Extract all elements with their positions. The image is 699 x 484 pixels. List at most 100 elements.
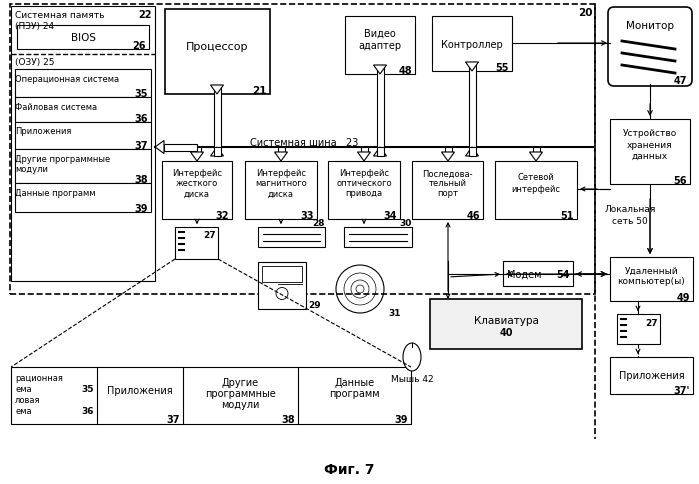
Text: компьютер(ы): компьютер(ы) xyxy=(618,277,686,286)
Text: 33: 33 xyxy=(301,211,314,221)
Text: интерфейс: интерфейс xyxy=(512,184,561,193)
Bar xyxy=(213,86,220,148)
Bar xyxy=(377,148,384,157)
Bar xyxy=(213,148,220,157)
Text: порт: порт xyxy=(437,189,458,198)
Bar xyxy=(432,17,512,72)
Text: 37: 37 xyxy=(134,141,148,151)
Text: 21: 21 xyxy=(252,86,267,96)
Text: Модем: Модем xyxy=(507,269,542,279)
Text: 32: 32 xyxy=(215,211,229,221)
Text: сеть 50: сеть 50 xyxy=(612,217,648,226)
Text: 20: 20 xyxy=(579,8,593,18)
Text: 28: 28 xyxy=(312,219,325,228)
Bar xyxy=(245,162,317,220)
Text: привода: привода xyxy=(345,189,382,198)
Polygon shape xyxy=(373,66,387,75)
Bar xyxy=(15,150,151,183)
Text: 29: 29 xyxy=(308,301,321,310)
Text: Монитор: Монитор xyxy=(626,21,674,31)
Text: 54: 54 xyxy=(556,269,570,279)
Text: 47: 47 xyxy=(674,76,687,86)
Bar xyxy=(15,70,151,98)
Text: (ОЗУ) 25: (ОЗУ) 25 xyxy=(15,58,55,66)
Text: Последова-: Последова- xyxy=(422,169,473,178)
Text: Файловая система: Файловая система xyxy=(15,102,97,111)
Bar xyxy=(162,162,232,220)
Bar xyxy=(278,148,284,152)
Text: Фиг. 7: Фиг. 7 xyxy=(324,462,375,476)
Text: Приложения: Приложения xyxy=(619,371,684,381)
Text: диска: диска xyxy=(184,189,210,198)
Bar xyxy=(361,148,368,152)
Text: 30: 30 xyxy=(400,219,412,228)
Text: оптического: оптического xyxy=(336,179,392,188)
Text: (ПЗУ) 24: (ПЗУ) 24 xyxy=(15,21,54,30)
Text: 39: 39 xyxy=(394,414,408,424)
Text: Сетевой: Сетевой xyxy=(518,173,554,182)
Text: 56: 56 xyxy=(674,176,687,186)
Text: ловая: ловая xyxy=(15,396,41,405)
Text: рационная: рационная xyxy=(15,374,63,383)
Bar xyxy=(258,262,306,309)
Text: Интерфейс: Интерфейс xyxy=(172,169,222,178)
Text: Мышь 42: Мышь 42 xyxy=(391,375,433,384)
Bar xyxy=(468,63,475,148)
Ellipse shape xyxy=(403,343,421,371)
Polygon shape xyxy=(466,63,479,72)
Text: Другие: Другие xyxy=(222,377,259,387)
Bar xyxy=(165,10,270,95)
Bar xyxy=(15,123,151,150)
Text: магнитного: магнитного xyxy=(255,179,307,188)
Polygon shape xyxy=(466,148,479,157)
Text: 51: 51 xyxy=(561,211,574,221)
Bar xyxy=(11,367,411,424)
Text: Данные: Данные xyxy=(334,377,375,387)
Text: Устройство: Устройство xyxy=(623,129,677,138)
Text: Операционная система: Операционная система xyxy=(15,75,119,83)
Text: 26: 26 xyxy=(133,41,146,51)
Bar xyxy=(468,148,475,157)
Bar xyxy=(164,144,197,151)
Bar xyxy=(445,148,452,152)
Polygon shape xyxy=(373,148,387,157)
Text: модули: модули xyxy=(15,165,48,174)
Bar xyxy=(17,26,149,50)
Text: жесткого: жесткого xyxy=(176,179,218,188)
Text: 27: 27 xyxy=(203,231,216,240)
Text: 35: 35 xyxy=(82,385,94,393)
Polygon shape xyxy=(530,152,542,162)
Text: 46: 46 xyxy=(466,211,480,221)
Text: адаптер: адаптер xyxy=(359,41,401,51)
Text: 22: 22 xyxy=(138,10,152,20)
Text: хранения: хранения xyxy=(627,140,673,149)
Bar xyxy=(262,267,302,283)
Text: 55: 55 xyxy=(496,63,509,73)
Text: Процессор: Процессор xyxy=(186,43,249,52)
Bar xyxy=(610,357,693,394)
Bar xyxy=(175,227,218,259)
Text: 37': 37' xyxy=(674,385,690,395)
Text: Данные программ: Данные программ xyxy=(15,188,96,197)
Text: программные: программные xyxy=(205,388,276,398)
Text: BIOS: BIOS xyxy=(71,33,96,43)
Bar xyxy=(11,7,155,281)
Bar xyxy=(15,183,151,212)
Bar xyxy=(10,5,595,294)
Bar xyxy=(194,148,201,152)
Text: ема: ема xyxy=(15,385,31,393)
Text: ема: ема xyxy=(15,407,31,416)
Text: Другие программные: Другие программные xyxy=(15,154,110,163)
Text: диска: диска xyxy=(268,189,294,198)
Bar xyxy=(495,162,577,220)
Text: 49: 49 xyxy=(677,292,690,302)
Text: 27: 27 xyxy=(645,318,658,327)
Bar xyxy=(533,148,540,152)
Text: 36: 36 xyxy=(82,407,94,416)
Bar xyxy=(258,227,325,247)
Bar xyxy=(328,162,400,220)
Text: Видео: Видео xyxy=(364,29,396,39)
Text: данных: данных xyxy=(632,151,668,160)
Text: 38: 38 xyxy=(134,175,148,184)
Polygon shape xyxy=(210,148,224,157)
